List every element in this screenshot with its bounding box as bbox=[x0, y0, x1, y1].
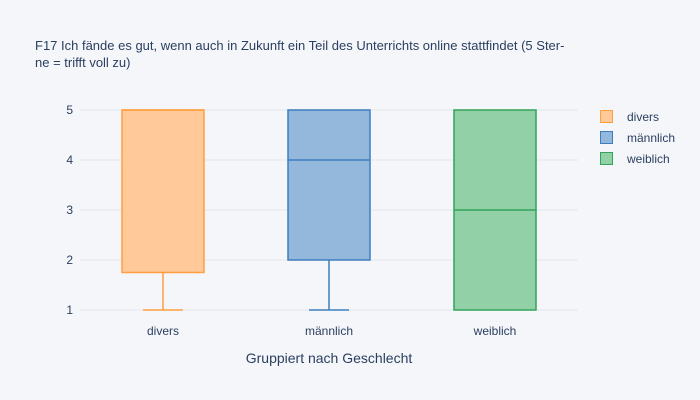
legend-label: divers bbox=[627, 109, 660, 124]
x-tick-label: divers bbox=[147, 324, 179, 338]
legend: divers männlich weiblich bbox=[600, 106, 675, 169]
box-body bbox=[287, 109, 371, 261]
x-tick-label: weiblich bbox=[473, 324, 517, 338]
box-2 bbox=[287, 109, 371, 311]
x-tick-label: männlich bbox=[305, 324, 353, 338]
chart-title-line-2: ne = trifft voll zu) bbox=[35, 55, 131, 70]
legend-label: weiblich bbox=[627, 151, 670, 166]
legend-swatch bbox=[600, 131, 613, 144]
legend-label: männlich bbox=[627, 130, 676, 145]
y-tick-label: 5 bbox=[66, 103, 73, 117]
box-body bbox=[121, 109, 205, 274]
legend-swatch bbox=[600, 110, 613, 123]
box-1 bbox=[121, 109, 205, 311]
legend-item-3[interactable]: weiblich bbox=[600, 148, 675, 169]
y-tick-label: 2 bbox=[66, 253, 73, 267]
legend-swatch bbox=[600, 152, 613, 165]
y-tick-label: 1 bbox=[66, 303, 73, 317]
y-tick-label: 4 bbox=[66, 153, 73, 167]
legend-item-1[interactable]: divers bbox=[600, 106, 675, 127]
y-tick-label: 3 bbox=[66, 203, 73, 217]
chart-title-line-1: F17 Ich fände es gut, wenn auch in Zukun… bbox=[35, 38, 565, 53]
box-3 bbox=[453, 109, 537, 311]
legend-item-2[interactable]: männlich bbox=[600, 127, 675, 148]
x-axis-title: Gruppiert nach Geschlecht bbox=[246, 350, 413, 366]
